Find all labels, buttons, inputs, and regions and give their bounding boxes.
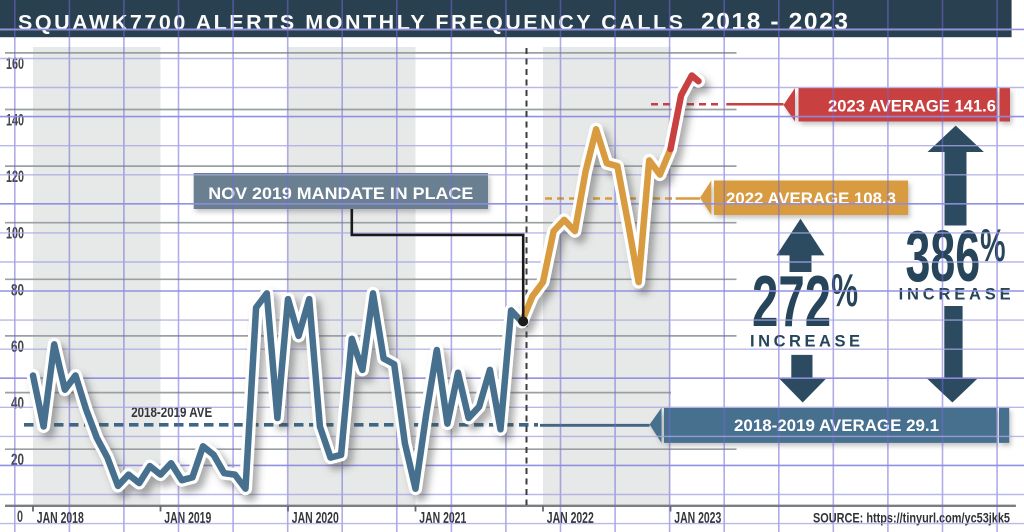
svg-text:INCREASE: INCREASE — [750, 333, 860, 351]
svg-text:40: 40 — [11, 395, 24, 413]
svg-text:NOV 2019 MANDATE IN PLACE: NOV 2019 MANDATE IN PLACE — [208, 184, 473, 203]
svg-text:20: 20 — [11, 451, 24, 469]
svg-text:JAN 2022: JAN 2022 — [547, 510, 594, 527]
svg-text:2018-2019 AVERAGE 29.1: 2018-2019 AVERAGE 29.1 — [734, 417, 939, 435]
svg-text:272%: 272% — [752, 262, 858, 342]
svg-text:386%: 386% — [906, 217, 1006, 297]
svg-text:JAN 2023: JAN 2023 — [674, 510, 721, 527]
svg-text:0: 0 — [17, 508, 23, 526]
svg-text:JAN 2019: JAN 2019 — [164, 510, 211, 527]
svg-text:SOURCE: https://tinyurl.com/yc: SOURCE: https://tinyurl.com/yc53jkk5 — [813, 510, 1010, 526]
svg-text:INCREASE: INCREASE — [899, 286, 1011, 304]
svg-text:2018 - 2023: 2018 - 2023 — [701, 9, 848, 36]
svg-text:JAN 2021: JAN 2021 — [419, 510, 466, 527]
svg-text:2022 AVERAGE 108.3: 2022 AVERAGE 108.3 — [726, 190, 896, 208]
svg-text:2023 AVERAGE 141.6: 2023 AVERAGE 141.6 — [828, 97, 996, 116]
svg-text:SQUAWK7700 ALERTS MONTHLY FREQ: SQUAWK7700 ALERTS MONTHLY FREQUENCY CALL… — [18, 10, 683, 34]
svg-text:60: 60 — [11, 338, 24, 356]
svg-text:JAN 2018: JAN 2018 — [37, 510, 84, 527]
svg-text:2018-2019 AVE: 2018-2019 AVE — [131, 405, 212, 421]
svg-text:JAN 2020: JAN 2020 — [292, 510, 339, 527]
